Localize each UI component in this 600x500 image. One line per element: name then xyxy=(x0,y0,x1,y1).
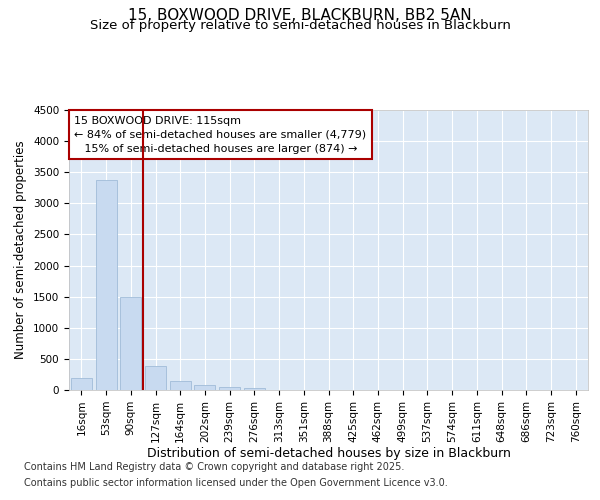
X-axis label: Distribution of semi-detached houses by size in Blackburn: Distribution of semi-detached houses by … xyxy=(146,448,511,460)
Text: 15, BOXWOOD DRIVE, BLACKBURN, BB2 5AN: 15, BOXWOOD DRIVE, BLACKBURN, BB2 5AN xyxy=(128,8,472,22)
Text: Contains public sector information licensed under the Open Government Licence v3: Contains public sector information licen… xyxy=(24,478,448,488)
Bar xyxy=(95,180,116,390)
Bar xyxy=(120,296,141,390)
Text: Contains HM Land Registry data © Crown copyright and database right 2025.: Contains HM Land Registry data © Crown c… xyxy=(24,462,404,472)
Bar xyxy=(219,387,240,390)
Bar xyxy=(170,381,191,390)
Bar xyxy=(244,388,265,390)
Bar xyxy=(194,386,215,390)
Bar xyxy=(145,366,166,390)
Text: Size of property relative to semi-detached houses in Blackburn: Size of property relative to semi-detach… xyxy=(89,18,511,32)
Bar xyxy=(71,378,92,390)
Text: 15 BOXWOOD DRIVE: 115sqm
← 84% of semi-detached houses are smaller (4,779)
   15: 15 BOXWOOD DRIVE: 115sqm ← 84% of semi-d… xyxy=(74,116,367,154)
Y-axis label: Number of semi-detached properties: Number of semi-detached properties xyxy=(14,140,28,360)
